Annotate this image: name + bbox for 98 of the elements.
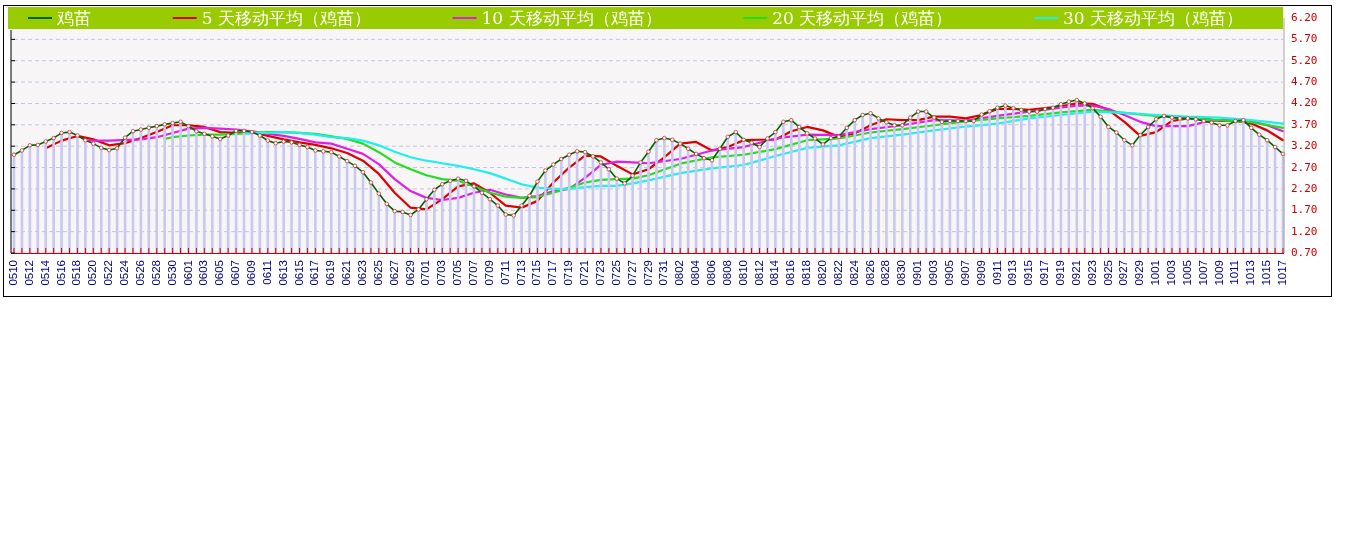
x-tick-label: 0510 [7, 260, 20, 286]
x-tick-label: 0617 [308, 260, 321, 286]
x-tick-label: 1017 [1276, 260, 1289, 286]
x-tick-label: 0727 [625, 260, 638, 286]
x-tick-label: 0516 [54, 260, 67, 286]
x-tick-label: 0723 [593, 260, 606, 286]
x-tick-label: 0806 [704, 260, 717, 286]
x-tick-label: 0929 [1133, 260, 1146, 286]
legend-label: 鸡苗 [56, 7, 91, 28]
x-tick-label: 0613 [276, 260, 289, 286]
x-tick-label: 0715 [530, 260, 543, 286]
x-tick-label: 0707 [467, 260, 480, 286]
legend-label: 30 天移动平均（鸡苗） [1063, 7, 1244, 28]
x-tick-label: 0619 [324, 260, 337, 286]
y-tick-label: 2.20 [1291, 181, 1318, 195]
x-tick-label: 0808 [720, 260, 733, 286]
x-tick-label: 0609 [244, 260, 257, 286]
x-tick-label: 1013 [1244, 260, 1257, 286]
x-tick-label: 0917 [1038, 260, 1051, 286]
x-tick-label: 0607 [229, 260, 242, 286]
x-tick-label: 0627 [387, 260, 400, 286]
x-tick-label: 0923 [1085, 260, 1098, 286]
x-tick-label: 0528 [149, 260, 162, 286]
x-tick-label: 0812 [752, 260, 765, 286]
x-tick-label: 0907 [958, 260, 971, 286]
x-tick-label: 0919 [1053, 260, 1066, 286]
x-tick-label: 0605 [213, 260, 226, 286]
y-tick-label: 3.70 [1291, 117, 1318, 131]
x-tick-label: 0623 [356, 260, 369, 286]
y-tick-label: 5.70 [1291, 32, 1318, 46]
x-tick-label: 0721 [578, 260, 591, 286]
x-tick-label: 0725 [609, 260, 622, 286]
y-tick-label: 2.70 [1291, 160, 1318, 174]
x-tick-label: 1011 [1228, 260, 1241, 285]
x-tick-label: 0915 [1022, 260, 1035, 286]
x-tick-label: 0901 [911, 260, 924, 286]
x-tick-label: 0814 [768, 259, 781, 286]
x-tick-label: 0615 [292, 260, 305, 286]
x-tick-label: 0713 [514, 260, 527, 286]
x-tick-label: 0824 [847, 259, 860, 286]
x-tick-label: 0522 [102, 260, 115, 286]
x-tick-label: 0921 [1069, 260, 1082, 286]
x-tick-label: 0530 [165, 260, 178, 286]
x-tick-label: 0514 [38, 259, 51, 286]
x-tick-label: 0826 [863, 260, 876, 286]
y-tick-label: 1.70 [1291, 203, 1318, 217]
x-tick-label: 0909 [974, 260, 987, 286]
x-tick-label: 0601 [181, 260, 194, 286]
x-tick-label: 0818 [800, 260, 813, 286]
x-tick-label: 0524 [118, 259, 131, 286]
x-tick-label: 0830 [895, 260, 908, 286]
x-tick-label: 0905 [942, 260, 955, 286]
y-tick-label: 6.20 [1291, 11, 1318, 24]
x-tick-label: 0711 [498, 260, 511, 285]
x-tick-label: 0816 [784, 260, 797, 286]
x-tick-label: 0512 [22, 260, 35, 286]
x-tick-label: 1009 [1212, 260, 1225, 286]
x-tick-label: 0822 [831, 260, 844, 286]
x-tick-label: 1005 [1180, 260, 1193, 286]
x-tick-label: 0703 [435, 260, 448, 286]
x-tick-label: 0701 [419, 260, 432, 286]
y-tick-label: 5.20 [1291, 53, 1318, 67]
x-tick-label: 0629 [403, 260, 416, 286]
x-tick-label: 0903 [927, 260, 940, 286]
x-tick-label: 0719 [562, 260, 575, 286]
y-tick-label: 0.70 [1291, 246, 1318, 259]
y-tick-label: 4.20 [1291, 96, 1318, 110]
x-tick-label: 0925 [1101, 260, 1114, 286]
x-tick-label: 0518 [70, 260, 83, 286]
x-tick-label: 0611 [260, 260, 273, 285]
x-tick-label: 1015 [1260, 260, 1273, 286]
x-tick-label: 0603 [197, 260, 210, 286]
legend-label: 10 天移动平均（鸡苗） [481, 7, 662, 28]
x-tick-label: 0911 [990, 260, 1003, 285]
x-tick-label: 0621 [340, 260, 353, 286]
x-tick-label: 0625 [371, 260, 384, 286]
y-tick-label: 3.20 [1291, 139, 1318, 153]
x-tick-label: 1001 [1149, 260, 1162, 286]
x-tick-label: 0526 [133, 260, 146, 286]
x-tick-label: 1007 [1196, 260, 1209, 286]
y-tick-label: 4.70 [1291, 75, 1318, 89]
y-tick-label: 1.20 [1291, 224, 1318, 238]
x-tick-label: 0731 [657, 260, 670, 286]
x-tick-label: 0820 [816, 260, 829, 286]
x-tick-label: 0729 [641, 260, 654, 286]
x-tick-label: 0520 [86, 260, 99, 286]
x-tick-label: 0810 [736, 260, 749, 286]
x-tick-label: 0709 [482, 260, 495, 286]
legend-label: 5 天移动平均（鸡苗） [201, 7, 371, 28]
legend-label: 20 天移动平均（鸡苗） [772, 7, 953, 28]
x-tick-label: 0804 [689, 259, 702, 286]
x-tick-label: 0828 [879, 260, 892, 286]
x-tick-label: 0705 [451, 260, 464, 286]
x-tick-label: 0913 [1006, 260, 1019, 286]
x-tick-label: 0717 [546, 260, 559, 286]
x-tick-label: 0927 [1117, 260, 1130, 286]
x-tick-label: 0802 [673, 260, 686, 286]
x-tick-label: 1003 [1164, 260, 1177, 286]
